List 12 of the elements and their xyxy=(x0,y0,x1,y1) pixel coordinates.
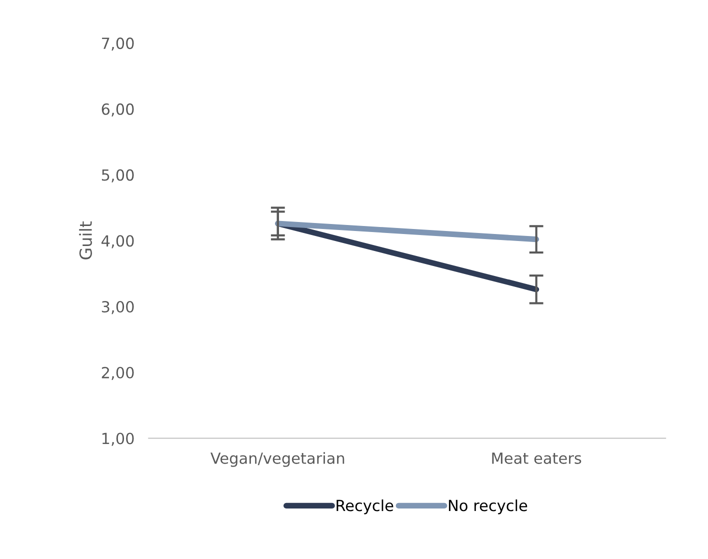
y-axis-title: Guilt xyxy=(79,221,92,260)
y-tick-label: 7,00 xyxy=(102,38,134,51)
x-tick-label: Vegan/vegetarian xyxy=(210,452,344,467)
legend-label: No recycle xyxy=(448,499,528,514)
legend-label: Recycle xyxy=(336,499,394,514)
y-tick-label: 2,00 xyxy=(102,366,134,380)
y-tick-label: 4,00 xyxy=(102,235,134,248)
y-tick-label: 6,00 xyxy=(102,103,134,116)
y-tick-label: 3,00 xyxy=(102,300,134,314)
x-tick-label: Meat eaters xyxy=(492,452,582,464)
y-tick-label: 1,00 xyxy=(102,432,134,446)
y-tick-label: 5,00 xyxy=(102,169,134,182)
